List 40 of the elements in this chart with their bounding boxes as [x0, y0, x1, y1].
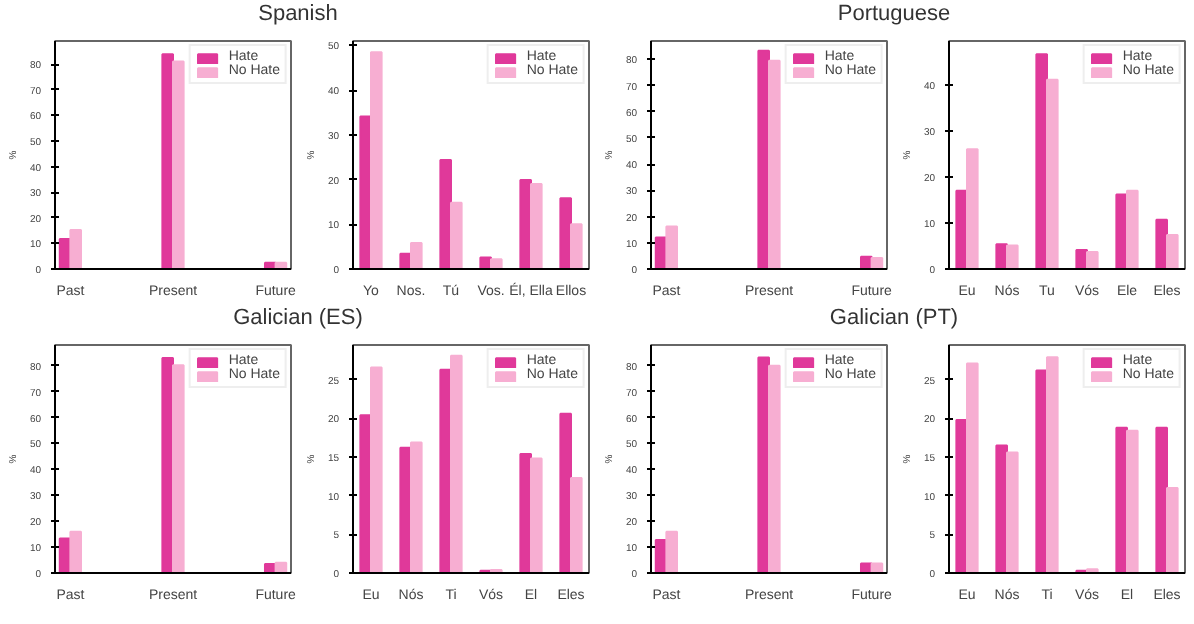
bar [966, 148, 979, 269]
bar [1155, 218, 1168, 269]
chart-title: Galician (PT) [829, 304, 959, 334]
bar [1166, 233, 1179, 269]
bar [768, 59, 781, 269]
bar [570, 476, 583, 573]
bar [1155, 426, 1168, 573]
bar [665, 225, 679, 269]
bar [1006, 244, 1019, 269]
bar [370, 366, 383, 573]
bar [1006, 451, 1019, 573]
bar [1046, 78, 1059, 269]
bar [172, 60, 185, 269]
bar [559, 412, 572, 573]
bar [410, 441, 423, 573]
bar [172, 364, 185, 573]
bar [370, 51, 383, 269]
bar [1126, 429, 1139, 573]
bar [665, 530, 679, 573]
bar [450, 201, 463, 269]
bar [439, 158, 452, 269]
bar [1126, 189, 1139, 269]
bar [1166, 486, 1179, 573]
chart-title: Portuguese [837, 0, 951, 30]
bar [69, 229, 83, 269]
bar [530, 457, 543, 573]
bar [450, 354, 463, 573]
bar [490, 258, 503, 269]
chart-title: Spanish [258, 0, 338, 30]
bar [410, 242, 423, 269]
bar [768, 364, 781, 573]
bar [559, 197, 572, 269]
bar [69, 530, 83, 573]
bar [966, 362, 979, 573]
bar [570, 223, 583, 269]
chart-title: Galician (ES) [233, 304, 363, 334]
bar [530, 183, 543, 269]
bar [870, 562, 884, 573]
bar [1046, 356, 1059, 573]
bar [1086, 250, 1099, 269]
